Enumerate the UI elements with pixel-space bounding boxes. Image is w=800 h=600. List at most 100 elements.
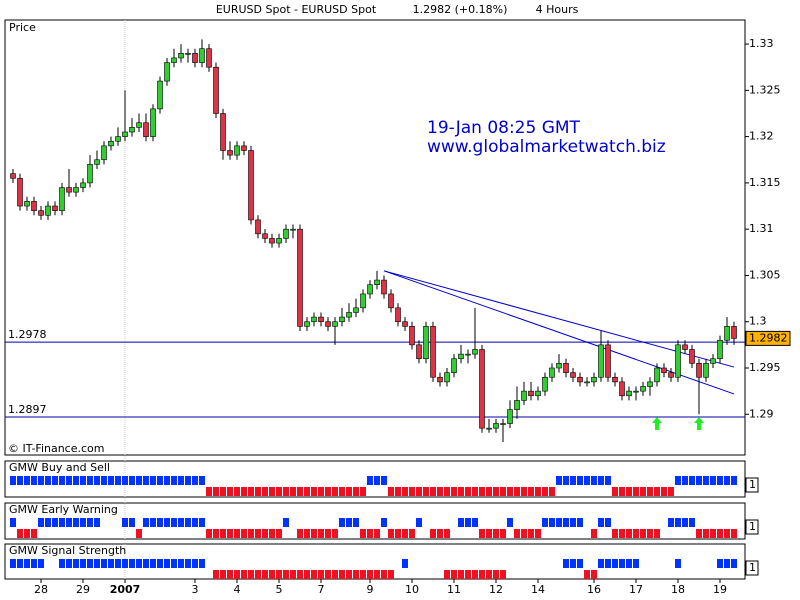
candle-body — [675, 344, 681, 378]
buy-signal — [381, 476, 387, 485]
x-tick-label: 5 — [276, 583, 283, 596]
candle-body — [626, 390, 632, 397]
sell-signal — [311, 570, 317, 579]
candle-body — [171, 57, 177, 63]
buy-signal — [717, 559, 723, 568]
sell-signal — [486, 570, 492, 579]
panel-value: 1 — [749, 478, 756, 491]
sell-signal — [500, 570, 506, 579]
candle-body — [17, 177, 23, 207]
sell-signal — [262, 487, 268, 496]
buy-signal — [164, 476, 170, 485]
buy-signal — [157, 476, 163, 485]
candle-body — [528, 390, 534, 397]
buy-signal — [157, 559, 163, 568]
sell-signal — [17, 529, 23, 538]
sell-signal — [430, 487, 436, 496]
y-tick-label: 1.325 — [749, 83, 781, 96]
buy-signal — [605, 559, 611, 568]
buy-signal — [66, 518, 72, 527]
candle-body — [248, 150, 254, 221]
candle-body — [535, 390, 541, 397]
candle-body — [612, 376, 618, 383]
candle-body — [458, 353, 464, 360]
candle-body — [731, 326, 737, 339]
buy-signal — [164, 559, 170, 568]
sell-signal — [283, 570, 289, 579]
sell-signal — [248, 570, 254, 579]
buy-signal — [80, 476, 86, 485]
sell-signal — [647, 487, 653, 496]
buy-signal — [73, 476, 79, 485]
candle-body — [290, 228, 296, 231]
buy-signal — [689, 476, 695, 485]
candle-body — [164, 62, 170, 82]
buy-signal — [122, 559, 128, 568]
buy-signal — [675, 518, 681, 527]
buy-signal — [178, 476, 184, 485]
buy-signal — [59, 559, 65, 568]
buy-signal — [633, 559, 639, 568]
candle-body — [178, 53, 184, 59]
buy-signal — [731, 476, 737, 485]
x-tick-label: 11 — [447, 583, 461, 596]
candle-body — [493, 423, 499, 429]
buy-signal — [59, 518, 65, 527]
sell-signal — [521, 487, 527, 496]
x-tick-label: 10 — [405, 583, 419, 596]
sell-signal — [227, 570, 233, 579]
buy-signal — [129, 559, 135, 568]
candle-body — [591, 376, 597, 383]
buy-signal — [115, 559, 121, 568]
candle-body — [220, 113, 226, 151]
buy-signal — [199, 476, 205, 485]
sell-signal — [521, 529, 527, 538]
last-price-label: 1.2982 — [749, 331, 788, 344]
panel-frame — [4, 460, 746, 498]
candle-body — [556, 363, 562, 369]
sell-signal — [633, 487, 639, 496]
sell-signal — [276, 487, 282, 496]
buy-signal — [143, 518, 149, 527]
sell-signal — [346, 570, 352, 579]
sell-signal — [255, 487, 261, 496]
sell-signal — [619, 487, 625, 496]
sell-signal — [213, 487, 219, 496]
buy-signal — [45, 518, 51, 527]
buy-signal — [136, 559, 142, 568]
sell-signal — [724, 529, 730, 538]
buy-signal — [283, 518, 289, 527]
y-tick-label: 1.32 — [749, 130, 774, 143]
candle-body — [157, 80, 163, 110]
sell-signal — [479, 570, 485, 579]
candle-body — [318, 316, 324, 323]
sell-signal — [668, 487, 674, 496]
buy-signal — [675, 559, 681, 568]
sell-signal — [612, 529, 618, 538]
sell-signal — [332, 487, 338, 496]
panel-value: 1 — [749, 561, 756, 574]
candle-body — [276, 238, 282, 244]
panel-value-box — [745, 519, 759, 535]
sell-signal — [591, 570, 597, 579]
sell-signal — [276, 529, 282, 538]
buy-signal — [577, 518, 583, 527]
sell-signal — [269, 529, 275, 538]
candle-body — [423, 326, 429, 360]
last-price-box — [745, 330, 791, 346]
buy-signal — [143, 476, 149, 485]
sell-signal — [227, 529, 233, 538]
sell-signal — [234, 529, 240, 538]
buy-signal — [458, 518, 464, 527]
candle-body — [136, 122, 142, 128]
candle-body — [500, 423, 506, 425]
buy-signal — [570, 559, 576, 568]
buy-signal — [171, 559, 177, 568]
buy-signal — [87, 559, 93, 568]
sell-signal — [332, 570, 338, 579]
x-tick-label: 12 — [489, 583, 503, 596]
sell-signal — [213, 529, 219, 538]
buy-signal — [192, 476, 198, 485]
sell-signal — [241, 529, 247, 538]
buy-signal — [367, 476, 373, 485]
